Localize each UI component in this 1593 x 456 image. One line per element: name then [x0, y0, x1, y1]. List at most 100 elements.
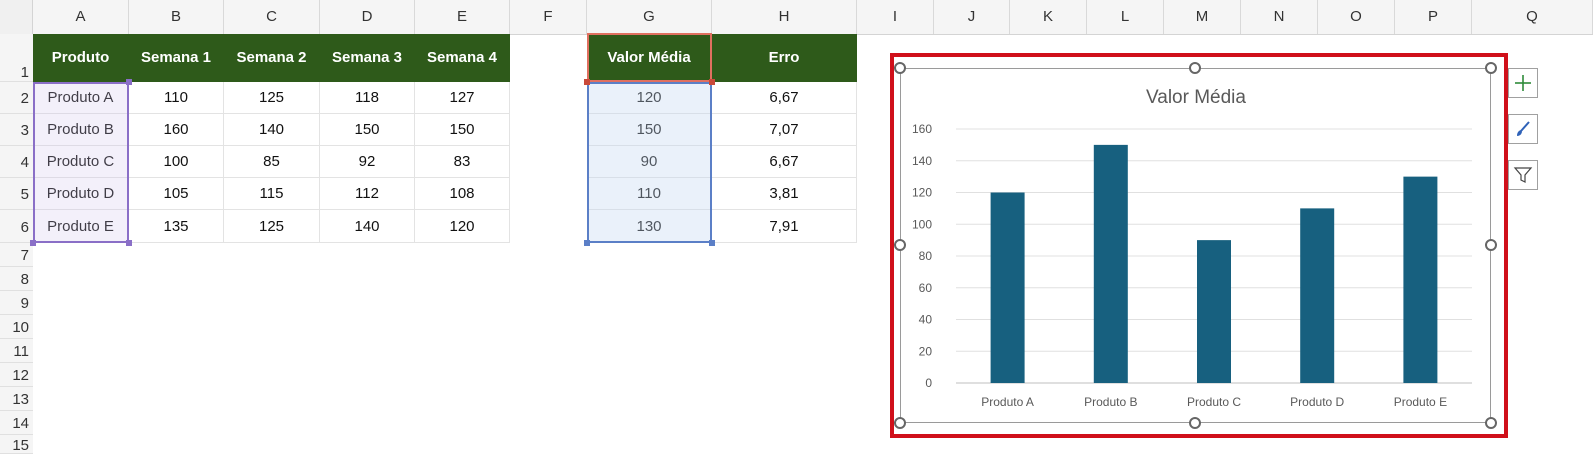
resize-handle-top[interactable] [1189, 62, 1201, 74]
cell-h2[interactable]: 6,67 [712, 82, 857, 114]
row-header-10[interactable]: 10 [0, 315, 33, 339]
cell-b4[interactable]: 100 [129, 146, 224, 178]
column-header-a[interactable]: A [33, 0, 129, 34]
chart-elements-icon [1515, 75, 1531, 91]
chart-filters-button[interactable] [1508, 160, 1538, 190]
row-header-4[interactable]: 4 [0, 146, 33, 178]
y-tick-label: 140 [912, 154, 932, 168]
select-all-corner[interactable] [0, 0, 33, 34]
column-header-o[interactable]: O [1318, 0, 1395, 34]
header-cell-b1[interactable]: Semana 1 [129, 34, 224, 82]
cell-e6[interactable]: 120 [415, 210, 510, 243]
range-handle-a-br[interactable] [126, 240, 132, 246]
cell-b5[interactable]: 105 [129, 178, 224, 210]
column-header-h[interactable]: H [712, 0, 857, 34]
y-tick-label: 0 [925, 376, 932, 390]
column-header-i[interactable]: I [857, 0, 934, 34]
row-header-12[interactable]: 12 [0, 363, 33, 387]
header-cell-d1[interactable]: Semana 3 [320, 34, 415, 82]
selection-range-a2-a6 [33, 82, 129, 243]
cell-b6[interactable]: 135 [129, 210, 224, 243]
bar-produto-c[interactable] [1197, 240, 1231, 383]
row-header-13[interactable]: 13 [0, 387, 33, 411]
column-header-m[interactable]: M [1164, 0, 1241, 34]
cell-c6[interactable]: 125 [224, 210, 320, 243]
column-header-q[interactable]: Q [1472, 0, 1593, 34]
range-handle-g-br[interactable] [709, 240, 715, 246]
cell-e2[interactable]: 127 [415, 82, 510, 114]
cell-d2[interactable]: 118 [320, 82, 415, 114]
bar-produto-e[interactable] [1403, 176, 1438, 383]
column-header-j[interactable]: J [934, 0, 1010, 34]
chart-filters-icon [1513, 167, 1533, 183]
range-handle-g-bl[interactable] [584, 240, 590, 246]
cell-c5[interactable]: 115 [224, 178, 320, 210]
range-handle-g-tl[interactable] [584, 79, 590, 85]
row-header-14[interactable]: 14 [0, 411, 33, 435]
row-header-9[interactable]: 9 [0, 291, 33, 315]
bar-produto-b[interactable] [1093, 144, 1128, 383]
cell-h3[interactable]: 7,07 [712, 114, 857, 146]
chart-title[interactable]: Valor Média [1146, 87, 1246, 108]
chart-area[interactable]: Valor Média 0 20 40 60 80 100 120 140 160 Produt… [900, 68, 1491, 423]
cell-c3[interactable]: 140 [224, 114, 320, 146]
resize-handle-bottom-right[interactable] [1485, 417, 1497, 429]
y-tick-label: 100 [912, 217, 932, 231]
cell-c2[interactable]: 125 [224, 82, 320, 114]
resize-handle-left[interactable] [894, 239, 906, 251]
row-header-2[interactable]: 2 [0, 82, 33, 114]
column-header-l[interactable]: L [1087, 0, 1164, 34]
bar-chart: Valor Média 0 20 40 60 80 100 120 140 160 Produt… [912, 87, 1472, 409]
row-header-7[interactable]: 7 [0, 243, 33, 267]
chart-styles-button[interactable] [1508, 114, 1538, 144]
cell-e3[interactable]: 150 [415, 114, 510, 146]
cell-c4[interactable]: 85 [224, 146, 320, 178]
resize-handle-top-left[interactable] [894, 62, 906, 74]
column-header-k[interactable]: K [1010, 0, 1087, 34]
chart-highlight-frame [890, 53, 1508, 438]
row-header-11[interactable]: 11 [0, 339, 33, 363]
range-handle-g-tr[interactable] [709, 79, 715, 85]
bar-produto-d[interactable] [1300, 208, 1335, 383]
column-header-b[interactable]: B [129, 0, 224, 34]
y-tick-label: 160 [912, 122, 932, 136]
cell-d4[interactable]: 92 [320, 146, 415, 178]
cell-e5[interactable]: 108 [415, 178, 510, 210]
resize-handle-right[interactable] [1485, 239, 1497, 251]
x-tick-label: Produto A [981, 395, 1034, 409]
bar-produto-a[interactable] [990, 192, 1025, 384]
column-header-e[interactable]: E [415, 0, 510, 34]
row-header-3[interactable]: 3 [0, 114, 33, 146]
chart-elements-button[interactable] [1508, 68, 1538, 98]
cell-d6[interactable]: 140 [320, 210, 415, 243]
cell-b3[interactable]: 160 [129, 114, 224, 146]
cell-d3[interactable]: 150 [320, 114, 415, 146]
range-handle-a-bl[interactable] [30, 240, 36, 246]
resize-handle-bottom-left[interactable] [894, 417, 906, 429]
row-header-8[interactable]: 8 [0, 267, 33, 291]
resize-handle-bottom[interactable] [1189, 417, 1201, 429]
cell-d5[interactable]: 112 [320, 178, 415, 210]
header-cell-e1[interactable]: Semana 4 [415, 34, 510, 82]
cell-b2[interactable]: 110 [129, 82, 224, 114]
header-cell-h1[interactable]: Erro [712, 34, 857, 82]
column-header-g[interactable]: G [587, 0, 712, 34]
cell-h4[interactable]: 6,67 [712, 146, 857, 178]
column-header-c[interactable]: C [224, 0, 320, 34]
y-tick-label: 120 [912, 186, 932, 200]
header-cell-a1[interactable]: Produto [33, 34, 129, 82]
range-handle-a-tr[interactable] [126, 79, 132, 85]
column-header-f[interactable]: F [510, 0, 587, 34]
row-header-5[interactable]: 5 [0, 178, 33, 210]
cell-h5[interactable]: 3,81 [712, 178, 857, 210]
cell-h6[interactable]: 7,91 [712, 210, 857, 243]
column-header-n[interactable]: N [1241, 0, 1318, 34]
row-header-6[interactable]: 6 [0, 210, 33, 243]
header-cell-c1[interactable]: Semana 2 [224, 34, 320, 82]
row-header-1[interactable]: 1 [0, 34, 33, 82]
column-header-p[interactable]: P [1395, 0, 1472, 34]
cell-e4[interactable]: 83 [415, 146, 510, 178]
column-header-d[interactable]: D [320, 0, 415, 34]
row-header-15[interactable]: 15 [0, 435, 33, 454]
resize-handle-top-right[interactable] [1485, 62, 1497, 74]
